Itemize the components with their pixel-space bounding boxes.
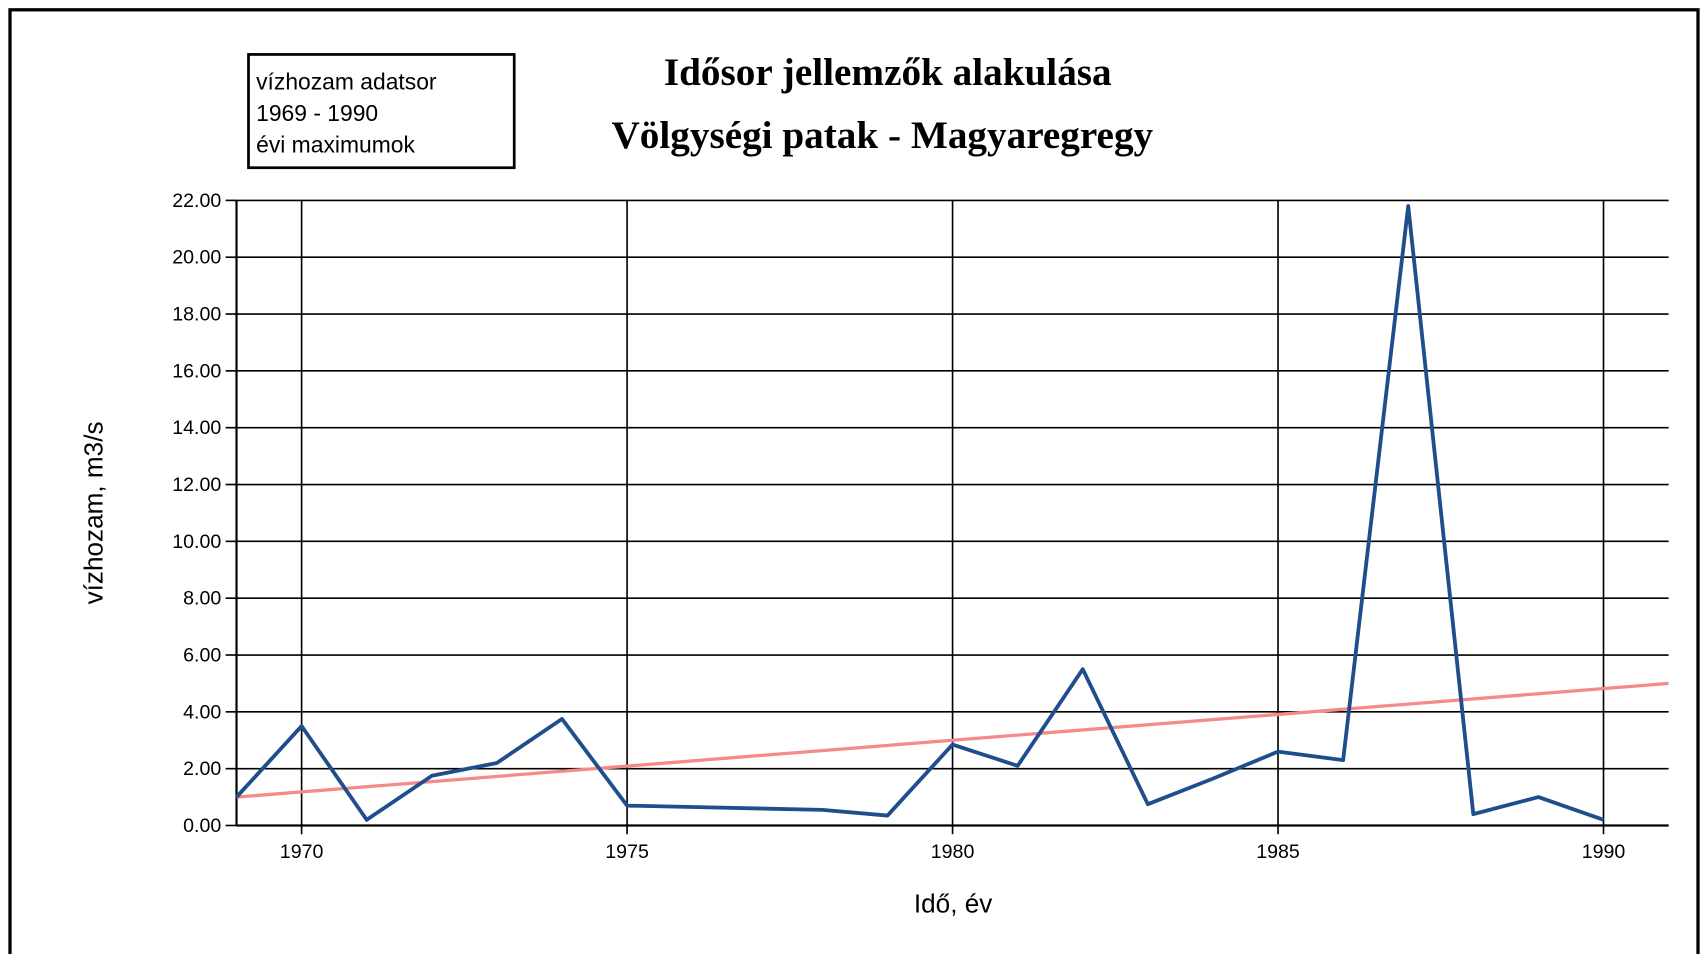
series-line xyxy=(235,204,1605,822)
annotation-line: 1969 - 1990 xyxy=(256,100,378,126)
y-tick-label: 14.00 xyxy=(172,417,221,439)
x-tick-label: 1980 xyxy=(931,841,975,863)
x-tick-label: 1990 xyxy=(1582,841,1626,863)
y-tick-label: 16.00 xyxy=(172,360,221,382)
y-tick-label: 8.00 xyxy=(183,588,221,610)
annotation-box xyxy=(247,53,516,170)
y-tick-label: 18.00 xyxy=(172,304,221,326)
chart-subtitle: Völgységi patak - Magyaregregy xyxy=(611,114,1153,157)
y-tick-label: 20.00 xyxy=(172,247,221,269)
y-tick-label: 12.00 xyxy=(172,474,221,496)
chart-title: Idősor jellemzők alakulása xyxy=(664,51,1112,94)
y-tick-label: 10.00 xyxy=(172,531,221,553)
x-tick-label: 1970 xyxy=(280,841,324,863)
y-tick-label: 2.00 xyxy=(183,758,221,780)
annotation-line: évi maximumok xyxy=(256,131,415,157)
y-tick-label: 0.00 xyxy=(183,815,221,837)
x-axis-label: Idő, év xyxy=(914,889,992,919)
annotation-line: vízhozam adatsor xyxy=(256,68,437,94)
x-tick-label: 1985 xyxy=(1256,841,1300,863)
y-tick-label: 22.00 xyxy=(172,190,221,212)
x-tick-label: 1975 xyxy=(605,841,649,863)
y-tick-label: 4.00 xyxy=(183,701,221,723)
frame xyxy=(8,8,1700,954)
series-line xyxy=(236,681,1669,799)
y-axis-label: vízhozam, m3/s xyxy=(79,421,109,604)
y-tick-label: 6.00 xyxy=(183,645,221,667)
